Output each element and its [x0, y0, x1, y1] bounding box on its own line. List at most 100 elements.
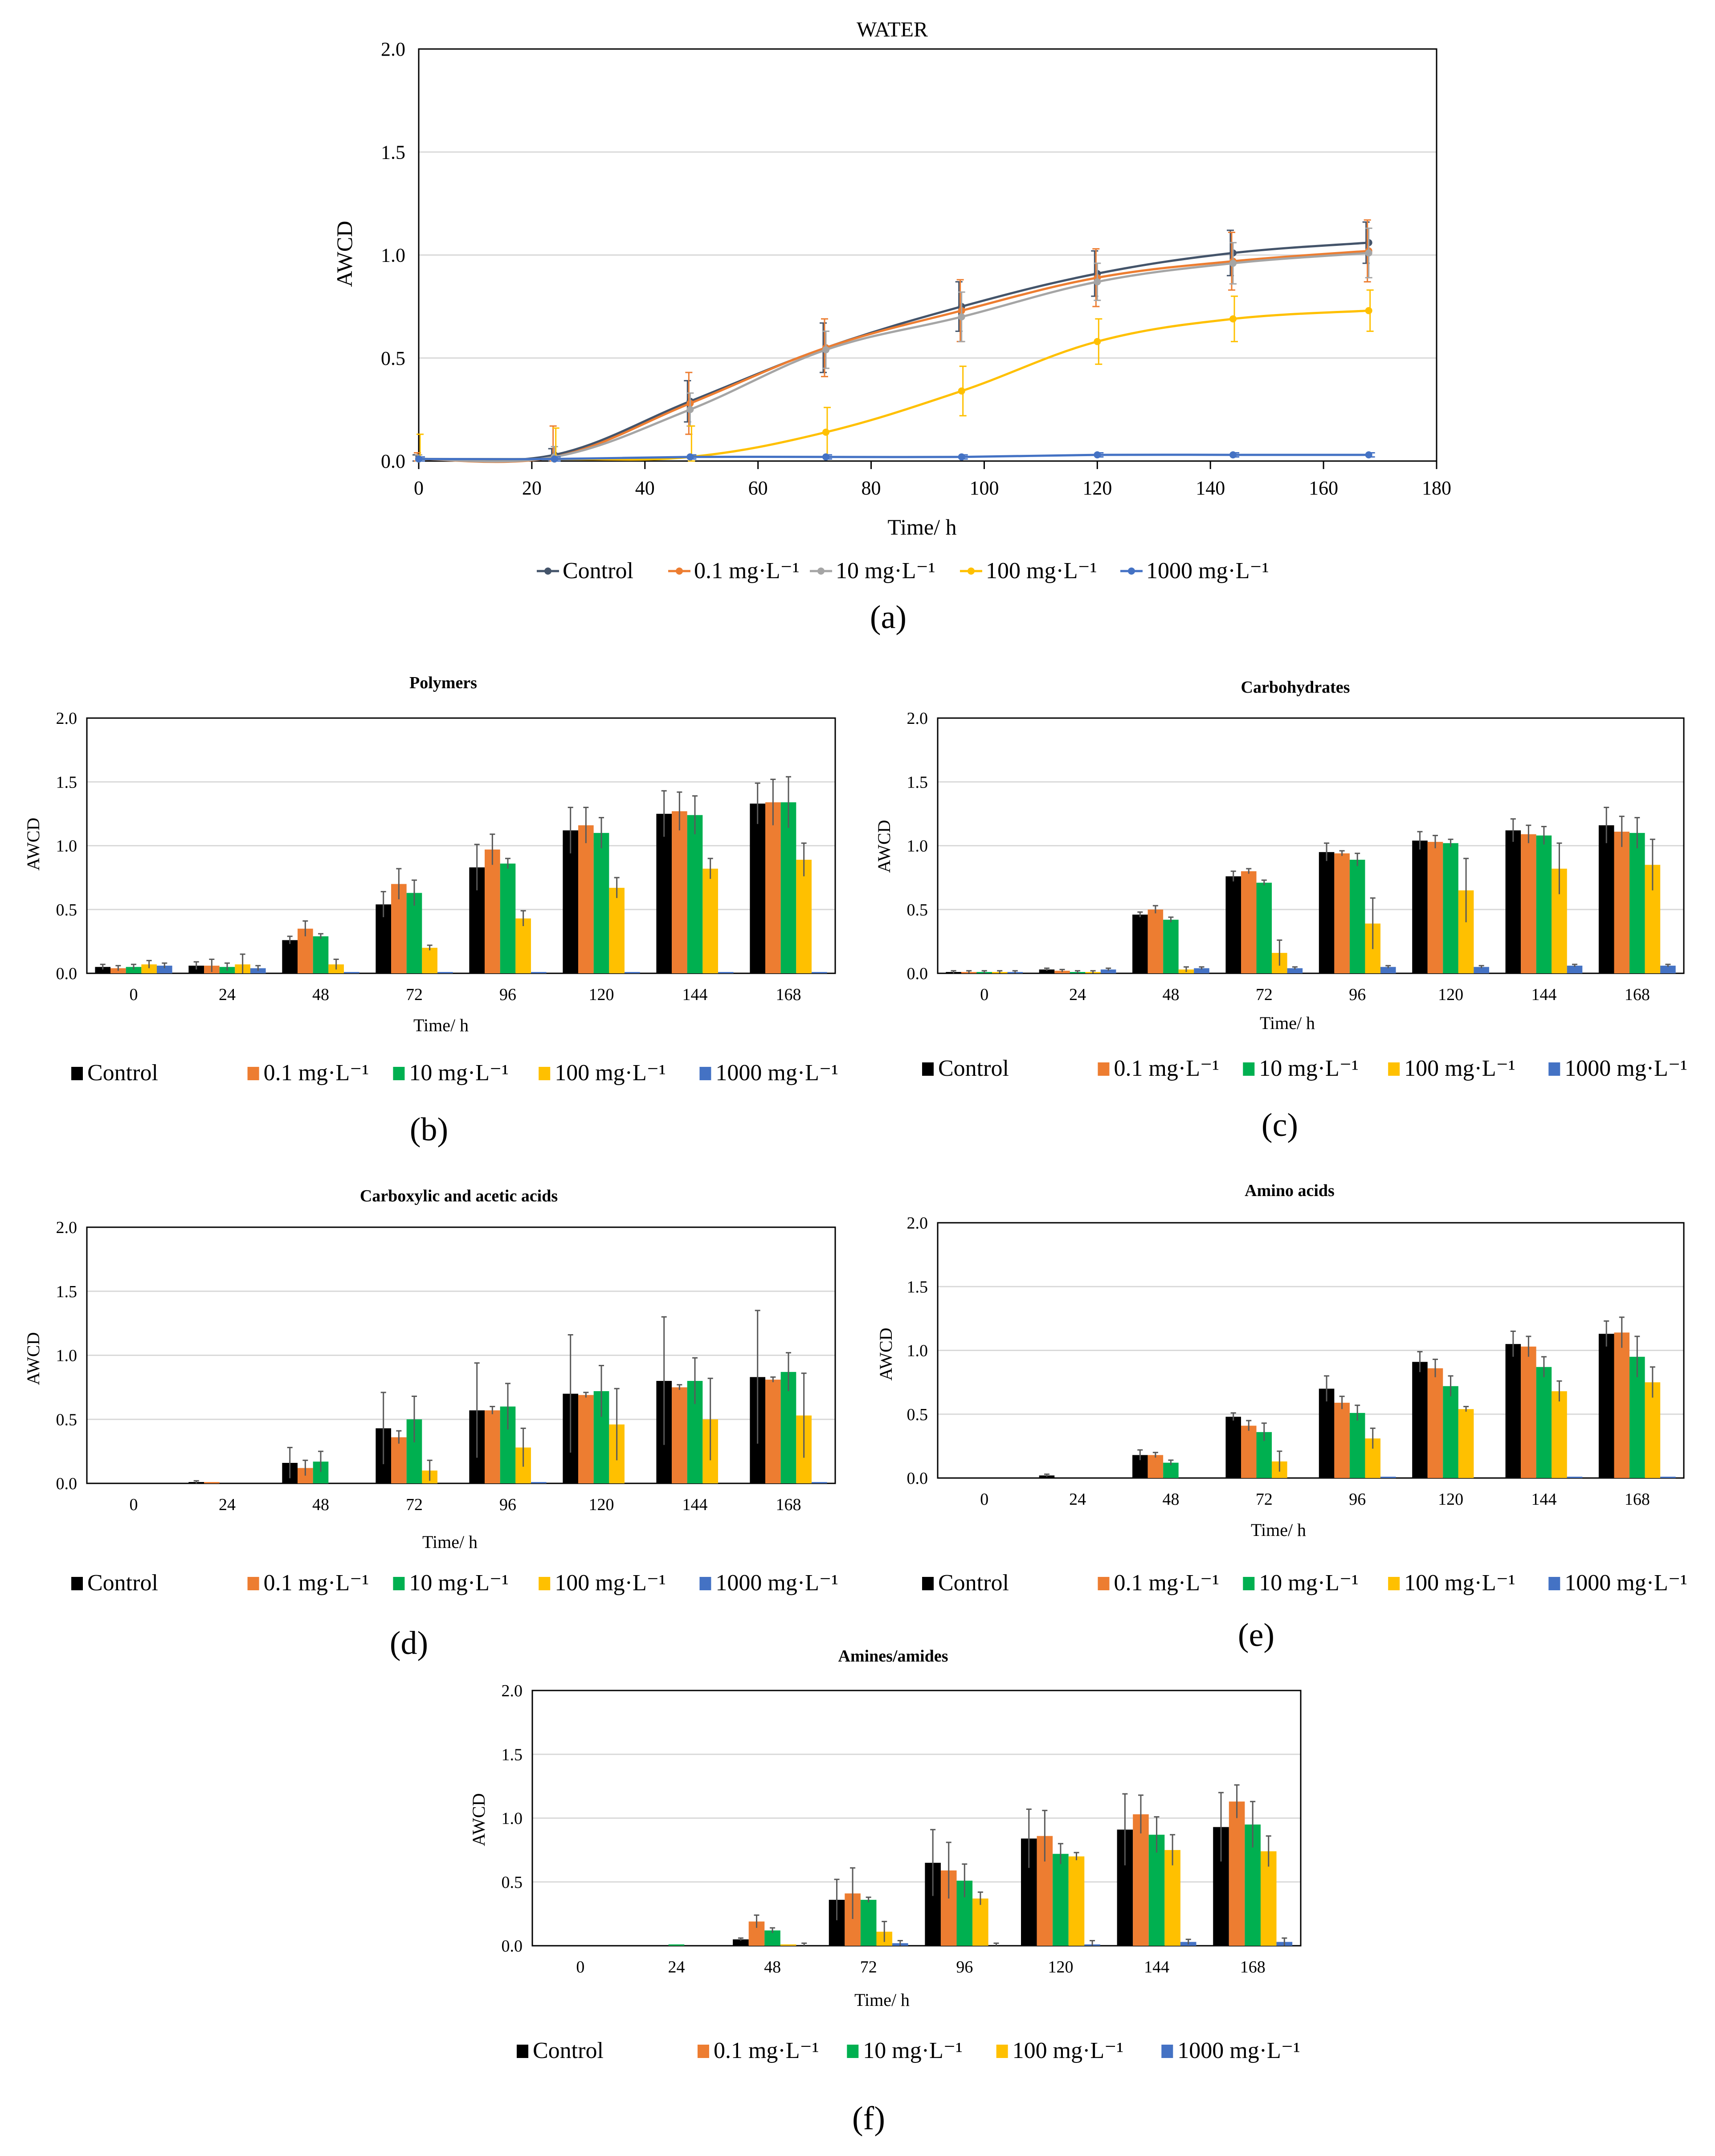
bar — [1660, 965, 1676, 973]
legend-marker — [1128, 568, 1135, 575]
bar — [780, 802, 796, 973]
bar — [1241, 871, 1257, 973]
legend-item: 1000 mg·L⁻¹ — [1161, 2038, 1300, 2063]
bar — [1053, 1854, 1069, 1946]
x-tick-label: 48 — [312, 985, 329, 1004]
legend-item: Control — [537, 558, 633, 584]
bar — [531, 972, 547, 973]
y-tick-label: 0.0 — [907, 1469, 928, 1488]
y-tick-label: 0.5 — [907, 901, 928, 919]
legend-item: Control — [922, 1570, 1009, 1596]
x-tick-label: 60 — [748, 477, 768, 499]
y-tick-label: 0.5 — [56, 901, 78, 919]
legend: Control 0.1 mg·L⁻¹ 10 mg·L⁻¹ 100 mg·L⁻¹ 1000… — [71, 1060, 838, 1086]
bar — [687, 815, 703, 973]
legend-label: Control — [87, 1060, 158, 1086]
legend-swatch — [847, 2045, 859, 2058]
bar — [1256, 882, 1272, 973]
x-tick-label: 20 — [522, 477, 542, 499]
panel-label-b: (b) — [410, 1111, 448, 1148]
bar — [811, 972, 827, 973]
y-tick-label: 0.5 — [907, 1405, 928, 1424]
bar — [1505, 830, 1521, 973]
legend-swatch — [697, 2045, 709, 2058]
legend-swatch — [393, 1067, 405, 1080]
y-tick-label: 1.0 — [907, 837, 928, 856]
chart-title: Carbohydrates — [1241, 678, 1350, 697]
y-tick-label: 1.0 — [502, 1809, 523, 1828]
data-point — [1229, 260, 1237, 267]
legend-item: 10 mg·L⁻¹ — [1243, 1056, 1359, 1081]
legend-label: 10 mg·L⁻¹ — [863, 2038, 963, 2063]
bar — [668, 1944, 685, 1946]
x-axis-label: Time/ h — [887, 514, 956, 539]
panel-label-e: (e) — [1238, 1617, 1274, 1654]
legend-marker — [817, 568, 825, 575]
legend-label: 0.1 mg·L⁻¹ — [264, 1060, 369, 1086]
legend-label: Control — [563, 558, 633, 584]
bar — [1443, 843, 1458, 973]
bar — [391, 1437, 407, 1483]
plot-frame — [937, 1222, 1685, 1479]
series-line — [418, 252, 1369, 463]
bar — [1319, 1388, 1335, 1478]
bar — [1536, 1367, 1552, 1478]
legend-label: 10 mg·L⁻¹ — [1259, 1056, 1359, 1081]
bar — [578, 1395, 594, 1483]
x-tick-label: 120 — [1438, 985, 1463, 1004]
bar — [1068, 1856, 1085, 1946]
legend-item: 100 mg·L⁻¹ — [996, 2038, 1123, 2063]
y-tick-label: 0.0 — [56, 964, 78, 983]
legend: Control 0.1 mg·L⁻¹ 10 mg·L⁻¹ 100 mg·L⁻¹ 1000… — [537, 558, 1269, 584]
legend-swatch — [539, 1067, 551, 1080]
legend-item: 0.1 mg·L⁻¹ — [697, 2038, 819, 2063]
y-axis-label: AWCD — [23, 817, 43, 870]
x-tick-label: 144 — [1531, 985, 1556, 1004]
legend: Control 0.1 mg·L⁻¹ 10 mg·L⁻¹ 100 mg·L⁻¹ 1000… — [922, 1056, 1687, 1081]
chart-title: Amines/amides — [838, 1647, 948, 1666]
panel-label-c: (c) — [1262, 1107, 1298, 1143]
bar — [718, 972, 734, 973]
x-tick-label: 120 — [1082, 477, 1112, 499]
bar — [1505, 1344, 1521, 1478]
legend-label: Control — [87, 1570, 158, 1596]
chart-title: Carboxylic and acetic acids — [360, 1187, 558, 1205]
y-axis-label: AWCD — [23, 1332, 43, 1385]
x-tick-label: 24 — [668, 1958, 685, 1976]
legend-label: 100 mg·L⁻¹ — [986, 558, 1097, 584]
series-3 — [415, 289, 1374, 463]
bar — [1132, 915, 1148, 973]
bar — [343, 972, 359, 973]
bar — [765, 1380, 781, 1483]
bar — [1660, 1477, 1676, 1478]
bar — [1427, 1368, 1443, 1478]
bar — [1521, 1346, 1536, 1478]
legend-swatch — [517, 2045, 528, 2058]
legend: Control 0.1 mg·L⁻¹ 10 mg·L⁻¹ 100 mg·L⁻¹ 1000… — [517, 2038, 1300, 2063]
legend-label: 1000 mg·L⁻¹ — [1146, 558, 1269, 584]
x-axis-label: Time/ h — [1251, 1520, 1306, 1540]
data-point — [686, 453, 694, 461]
x-tick-label: 48 — [764, 1958, 781, 1976]
x-tick-label: 72 — [1256, 985, 1273, 1004]
x-tick-label: 24 — [219, 1495, 236, 1514]
legend-item: 100 mg·L⁻¹ — [539, 1060, 666, 1086]
legend-label: 1000 mg·L⁻¹ — [715, 1570, 838, 1596]
chart-title: Polymers — [409, 674, 477, 692]
series-4 — [415, 451, 1375, 463]
y-tick-label: 1.5 — [907, 773, 928, 792]
y-tick-label: 0.5 — [381, 347, 405, 369]
x-tick-label: 0 — [980, 985, 988, 1004]
legend-swatch — [71, 1577, 83, 1590]
y-axis-label: AWCD — [469, 1793, 489, 1846]
legend-swatch — [1548, 1062, 1560, 1076]
x-tick-label: 120 — [589, 1495, 614, 1514]
y-tick-label: 2.0 — [907, 709, 928, 728]
legend-item: 0.1 mg·L⁻¹ — [1098, 1570, 1219, 1596]
data-point — [1094, 338, 1101, 345]
legend-swatch — [922, 1577, 934, 1590]
legend-swatch — [1098, 1062, 1110, 1076]
bar — [1458, 1409, 1474, 1478]
x-tick-label: 24 — [1069, 985, 1086, 1004]
bar — [282, 940, 298, 973]
